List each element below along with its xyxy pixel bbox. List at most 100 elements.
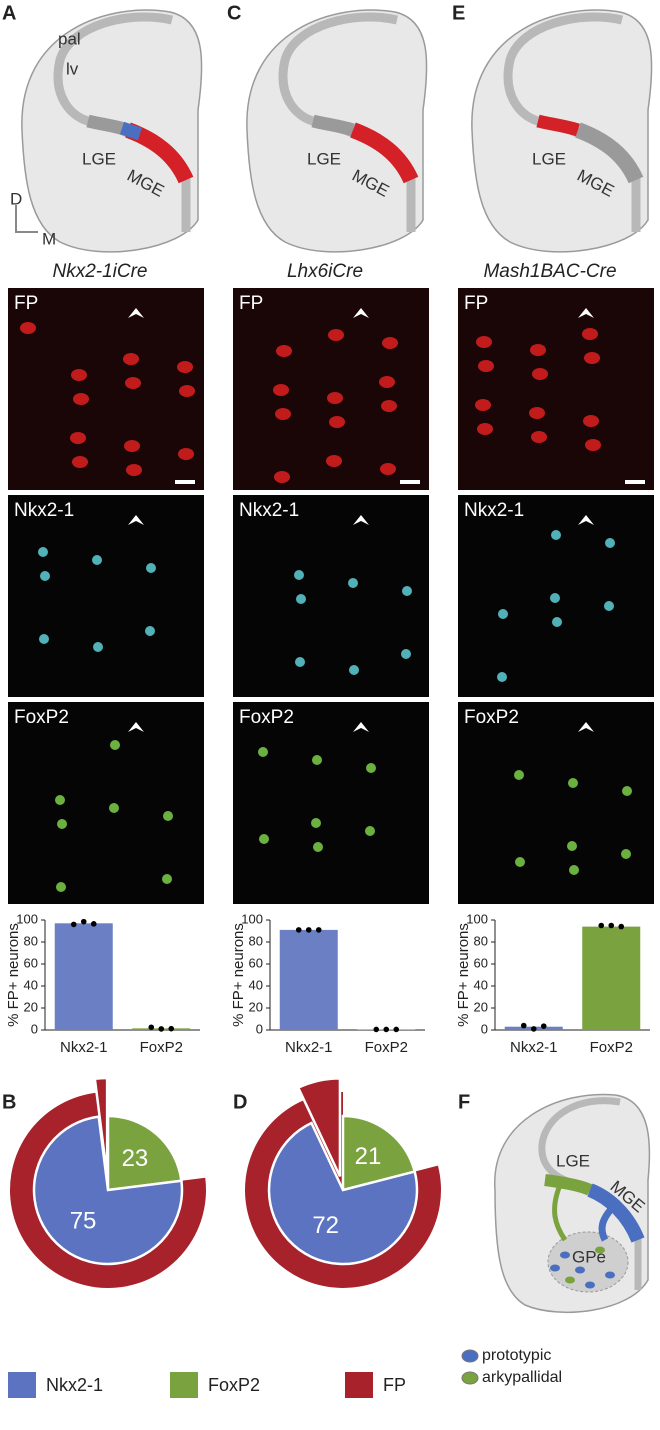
x-tick-label: Nkx2-1 [510,1039,558,1056]
legend-label: FP [383,1375,406,1395]
cell [40,571,50,581]
bar [54,923,113,1030]
legend-swatch [345,1372,373,1398]
cell [56,882,66,892]
cell [621,849,631,859]
data-point [158,1026,165,1032]
cell [20,322,36,334]
image-label: FoxP2 [239,707,294,728]
image-label: FoxP2 [464,707,519,728]
data-point [168,1025,175,1032]
cell [313,842,323,852]
micrograph [233,702,429,904]
lge-region [311,114,355,137]
cell [296,594,306,604]
cell [365,826,375,836]
cell [92,555,102,565]
x-tick-label: FoxP2 [365,1039,408,1056]
cell [71,369,87,381]
scale-bar [175,480,195,484]
cell [478,360,494,372]
micrograph [233,495,429,697]
cell [382,337,398,349]
image-label: FP [464,293,488,314]
arrowhead [578,515,594,525]
cell [379,376,395,388]
label-lge: LGE [82,149,116,168]
cell [552,617,562,627]
cell [275,408,291,420]
cell [276,345,292,357]
cell [163,811,173,821]
label-lge: LGE [307,149,341,168]
cell [178,448,194,460]
y-tick-label: 0 [256,1021,263,1036]
data-point [383,1026,390,1033]
cell [123,353,139,365]
y-tick-label: 40 [24,977,38,992]
y-tick-label: 80 [474,933,488,948]
cell [327,392,343,404]
gpe-cell [605,1271,615,1279]
cell [515,857,525,867]
y-tick-label: 20 [249,999,263,1014]
cell [162,874,172,884]
y-tick-label: 100 [16,911,38,926]
cell [73,393,89,405]
cell [402,586,412,596]
pie-slice [93,1076,109,1177]
data-point [393,1026,400,1033]
legend-label: FoxP2 [208,1375,260,1395]
data-point [608,922,615,929]
label-lge: LGE [532,149,566,168]
data-point [598,922,605,929]
cell [582,328,598,340]
image-label: Nkx2-1 [464,500,524,521]
y-axis-label: % FP+ neurons [5,923,22,1027]
panel-letter: C [227,2,241,24]
cell [550,593,560,603]
slice-label: 21 [355,1143,382,1170]
micrograph [8,495,204,697]
pie-slice [32,1115,184,1266]
micrograph [8,702,204,904]
micrograph [8,288,204,490]
junction-region [119,121,143,141]
cell [273,384,289,396]
cell [498,609,508,619]
cell [605,538,615,548]
mge-region [575,122,644,184]
cell [532,368,548,380]
x-tick-label: FoxP2 [590,1039,633,1056]
cell [380,463,396,475]
panel-letter: B [2,1091,16,1113]
cell [294,570,304,580]
arrowhead [578,722,594,732]
cell [38,547,48,557]
image-label: Nkx2-1 [14,500,74,521]
legend-label: Nkx2-1 [46,1375,103,1395]
green-arrow [552,1184,568,1242]
cell [529,407,545,419]
cell [569,865,579,875]
cell [585,439,601,451]
label-lv: lv [66,59,79,78]
legend-cell [461,1371,479,1385]
bar [279,929,338,1030]
gpe-cell [550,1264,560,1272]
genotype: Mash1BAC-Cre [483,261,616,282]
cell [476,336,492,348]
lge-region [544,1174,593,1196]
cell [475,399,491,411]
cell [568,778,578,788]
label-gpe: GPe [572,1247,606,1266]
y-tick-label: 60 [24,955,38,970]
y-axis-label: % FP+ neurons [455,923,472,1027]
cell [583,415,599,427]
mge-region [350,122,419,184]
cell [109,803,119,813]
